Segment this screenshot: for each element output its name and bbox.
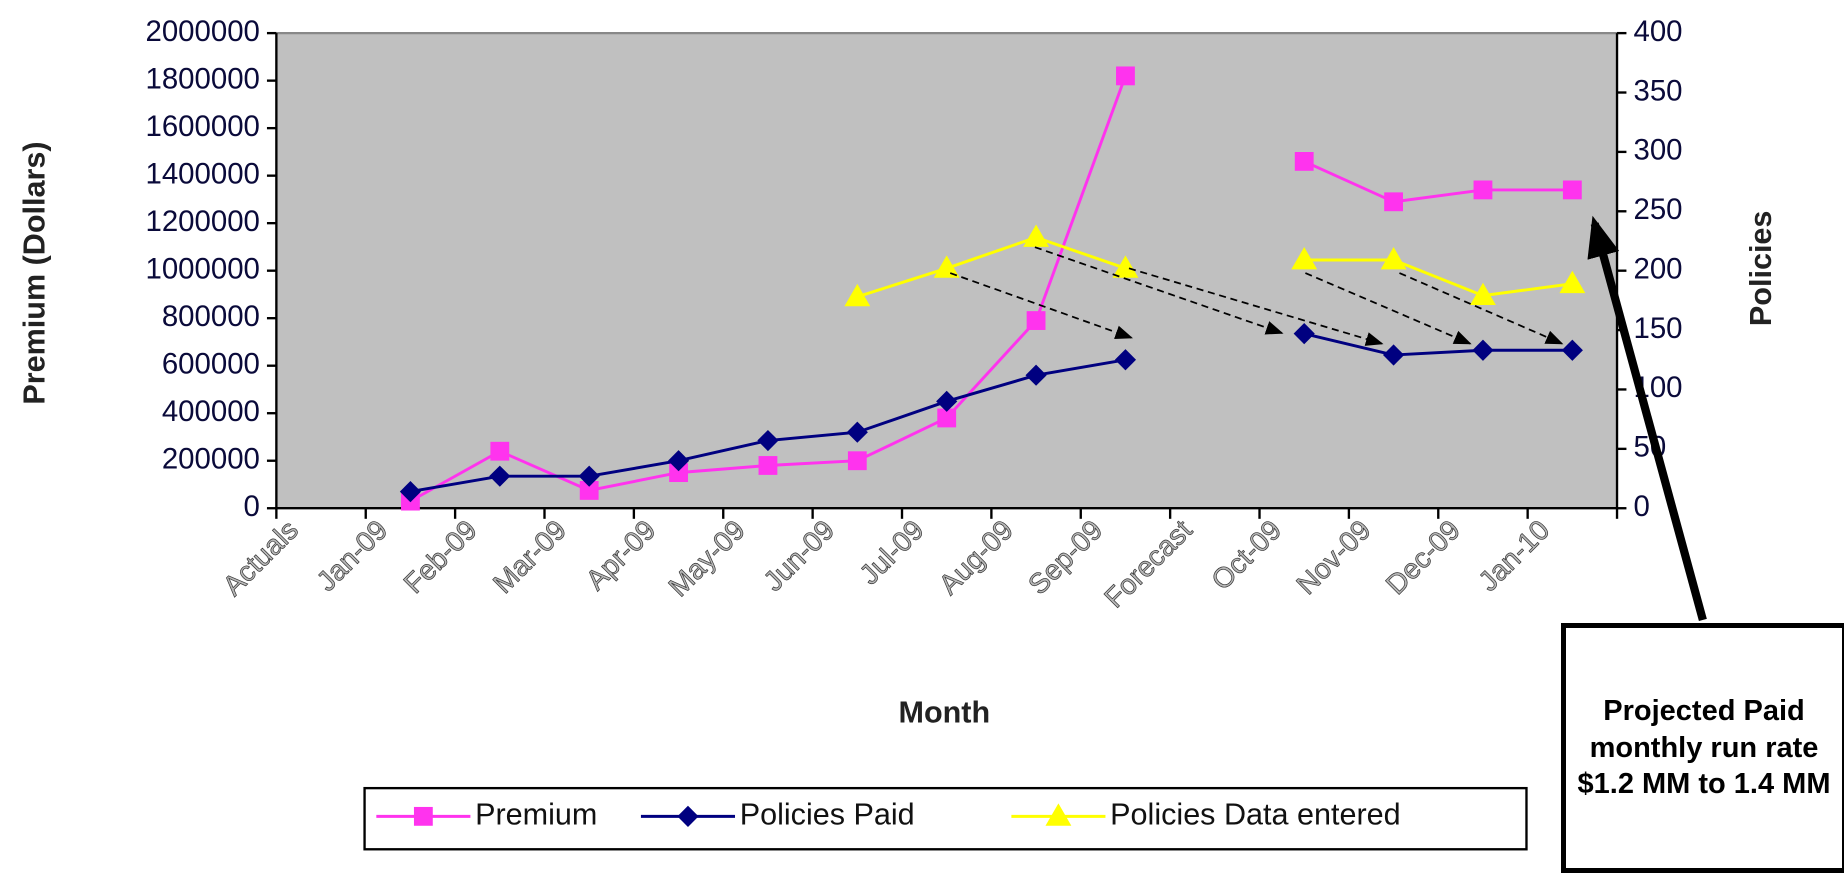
- marker: [489, 465, 511, 487]
- annotation-arrow: [1587, 215, 1707, 622]
- y-tick-label: 1400000: [145, 157, 259, 190]
- x-tick-label: Sep-09: [1022, 513, 1109, 600]
- y-tick-label: 800000: [162, 300, 260, 333]
- x-tick-label: Apr-09: [579, 513, 662, 596]
- y2-tick-label: 400: [1633, 15, 1682, 48]
- x-tick-label: Oct-09: [1205, 513, 1288, 596]
- x-tick-label: Jun-09: [757, 513, 841, 597]
- y2-tick-label: 300: [1633, 134, 1682, 167]
- marker: [1473, 180, 1493, 200]
- marker: [1025, 364, 1047, 386]
- y-tick-label: 1200000: [145, 205, 259, 238]
- marker: [846, 421, 868, 443]
- marker: [757, 429, 779, 452]
- x-tick-label: Jan-09: [310, 513, 394, 597]
- annotation: Projected Paid monthly run rate $1.2 MM …: [1561, 623, 1844, 873]
- x-tick-label: Jul-09: [853, 513, 930, 590]
- marker: [490, 441, 510, 461]
- marker: [1470, 282, 1496, 306]
- y2-tick-label: 200: [1633, 252, 1682, 285]
- marker: [1561, 339, 1583, 361]
- marker: [413, 806, 433, 826]
- series-line: [856, 235, 1573, 299]
- marker: [1294, 151, 1314, 171]
- marker: [847, 451, 867, 471]
- marker: [1026, 311, 1046, 330]
- x-tick-label: May-09: [662, 513, 751, 602]
- marker: [1472, 339, 1494, 361]
- marker: [933, 255, 960, 278]
- y-tick-label: 200000: [162, 442, 260, 475]
- y-tick-label: 1800000: [145, 62, 259, 95]
- y-tick-label: 600000: [162, 347, 260, 380]
- x-axis-title: Month: [899, 695, 991, 729]
- y-tick-label: 2000000: [145, 15, 259, 48]
- dashed-arrows: [949, 246, 1564, 346]
- marker: [1112, 255, 1139, 278]
- marker: [937, 408, 957, 428]
- x-tick-label: Forecast: [1098, 513, 1198, 613]
- x-tick-label: Feb-09: [397, 513, 483, 599]
- y2-tick-label: 250: [1633, 193, 1682, 226]
- marker: [1559, 270, 1586, 294]
- marker: [936, 390, 958, 412]
- y-tick-label: 1000000: [145, 252, 259, 285]
- x-tick-label: Dec-09: [1379, 513, 1466, 600]
- marker: [1562, 180, 1582, 200]
- x-tick-label: Nov-09: [1290, 513, 1377, 600]
- marker: [1114, 349, 1137, 371]
- marker: [758, 456, 778, 475]
- x-tick-label: Actuals: [216, 513, 304, 601]
- legend-box: [363, 786, 1528, 851]
- marker: [669, 463, 688, 483]
- legend-label: Policies Data entered: [1110, 797, 1401, 831]
- marker: [1293, 323, 1315, 345]
- legend-label: Policies Paid: [740, 797, 915, 831]
- marker: [1384, 192, 1403, 212]
- marker: [844, 283, 871, 307]
- marker: [578, 465, 600, 487]
- y-tick-label: 1600000: [145, 110, 259, 143]
- marker: [1291, 247, 1318, 270]
- x-tick-label: Aug-09: [932, 513, 1019, 600]
- y-tick-label: 0: [244, 490, 260, 523]
- x-tick-label: Mar-09: [486, 513, 572, 599]
- marker: [579, 481, 599, 500]
- marker: [677, 805, 699, 827]
- marker: [1023, 224, 1050, 247]
- x-tick-label: Jan-10: [1472, 513, 1556, 597]
- y-axis-title: Premium (Dollars): [18, 141, 52, 404]
- legend-label: Premium: [475, 797, 597, 831]
- marker: [1116, 66, 1135, 86]
- marker: [1383, 344, 1405, 366]
- marker: [1380, 247, 1407, 270]
- marker: [399, 481, 422, 503]
- y2-tick-label: 150: [1633, 312, 1682, 345]
- y2-axis-title: Policies: [1744, 211, 1778, 327]
- y2-tick-label: 0: [1633, 490, 1649, 523]
- marker: [667, 450, 690, 472]
- y2-tick-label: 350: [1633, 74, 1682, 107]
- marker: [1045, 803, 1072, 826]
- y-tick-label: 400000: [162, 395, 260, 428]
